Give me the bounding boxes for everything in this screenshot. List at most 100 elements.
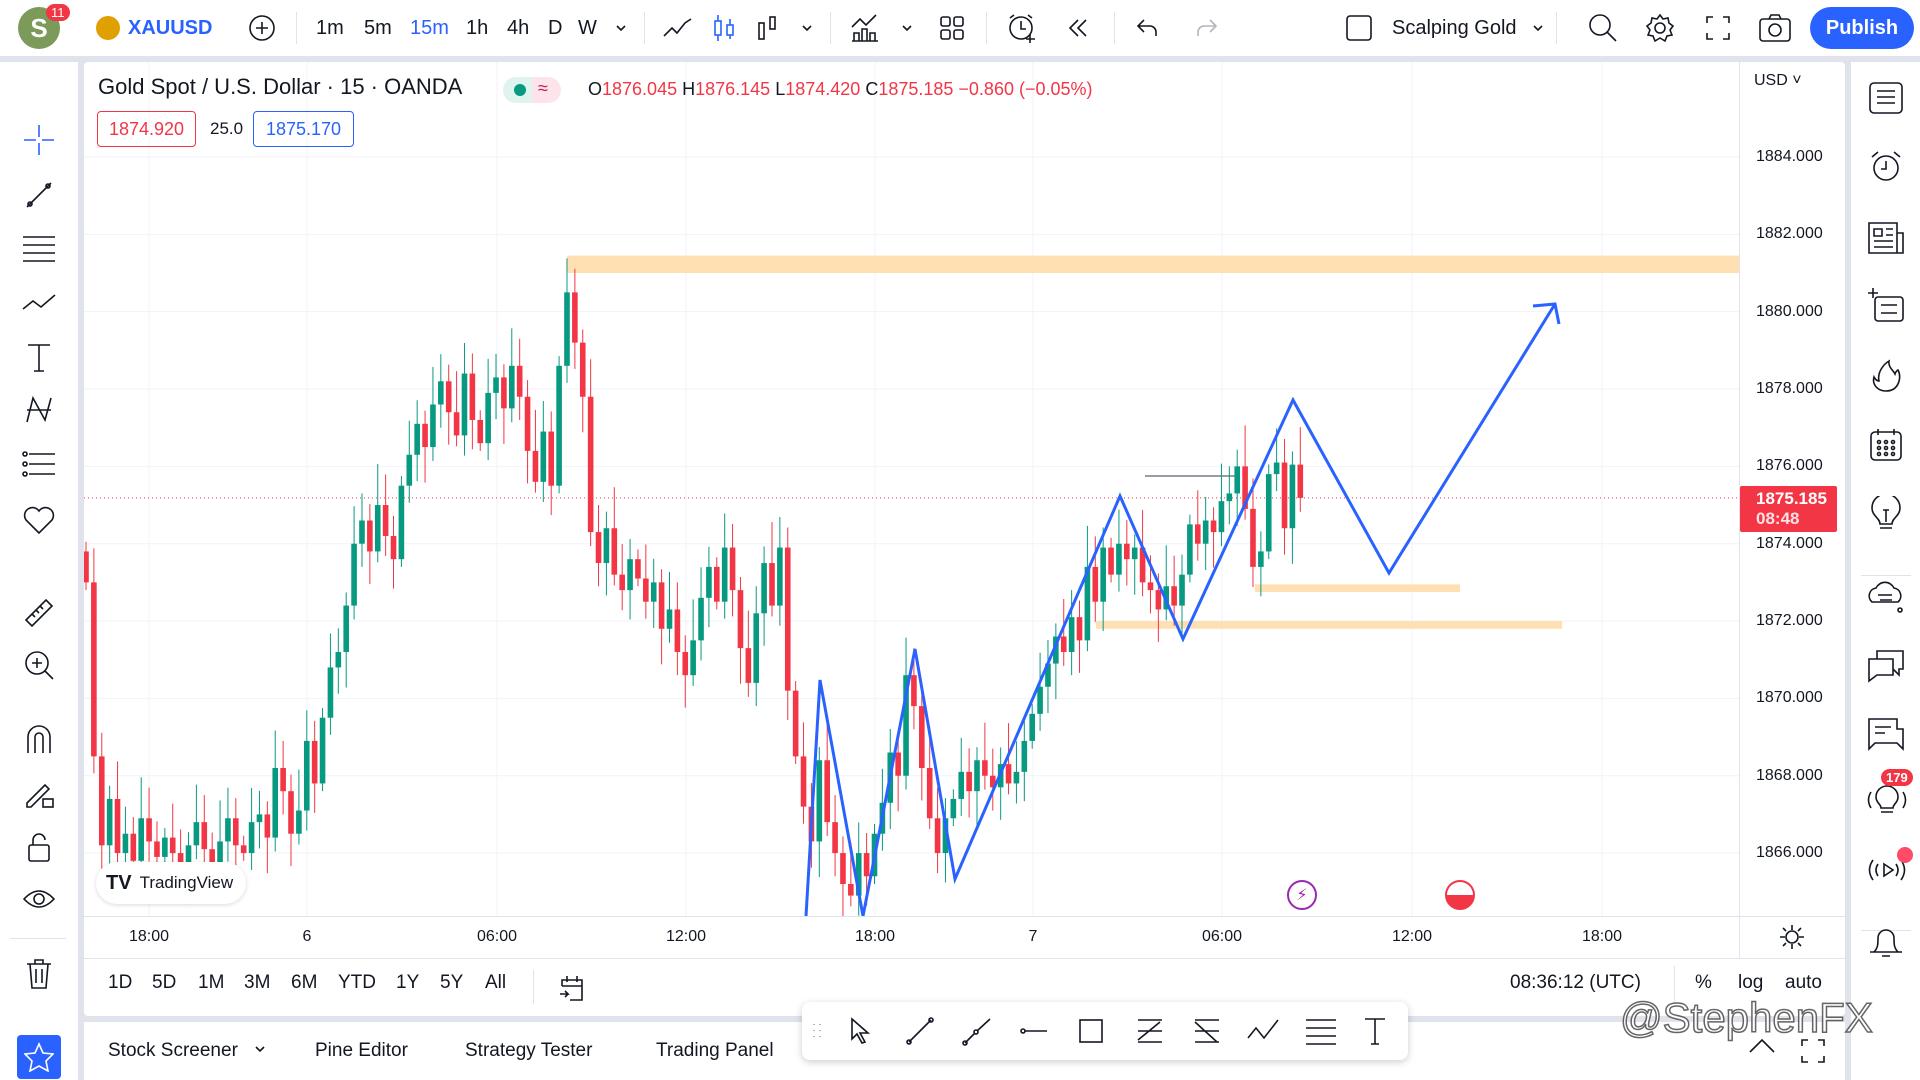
undo-button[interactable] bbox=[1134, 0, 1162, 56]
remove-drawings-tool[interactable] bbox=[20, 955, 58, 993]
range-1y[interactable]: 1Y bbox=[396, 972, 420, 993]
layout-button[interactable] bbox=[938, 0, 966, 56]
interval-dropdown[interactable] bbox=[614, 0, 628, 56]
range-6m[interactable]: 6M bbox=[291, 972, 318, 993]
hotlists-button[interactable] bbox=[1865, 354, 1907, 396]
horizontal-lines-tool[interactable] bbox=[1304, 1016, 1336, 1046]
market-status[interactable]: ≈ bbox=[503, 77, 561, 103]
news-button[interactable] bbox=[1865, 217, 1907, 259]
interval-4h[interactable]: 4h bbox=[507, 0, 529, 56]
sell-button[interactable]: 1874.920 bbox=[97, 111, 196, 147]
prediction-tool[interactable] bbox=[20, 446, 58, 484]
bar-chart-type-button[interactable] bbox=[756, 0, 780, 56]
replay-button[interactable] bbox=[1064, 0, 1092, 56]
calendar-button[interactable] bbox=[1865, 424, 1907, 466]
crosshair-tool[interactable] bbox=[20, 121, 58, 159]
watchlist-star-button[interactable] bbox=[17, 1035, 61, 1079]
redo-button[interactable] bbox=[1192, 0, 1220, 56]
range-1d[interactable]: 1D bbox=[108, 972, 133, 993]
layout-select[interactable]: Scalping Gold bbox=[1344, 0, 1545, 56]
chats-button[interactable] bbox=[1865, 576, 1907, 618]
watchlist-button[interactable] bbox=[1865, 77, 1907, 119]
publish-button[interactable]: Publish bbox=[1810, 0, 1914, 56]
interval-1h[interactable]: 1h bbox=[466, 0, 488, 56]
xabcd-tool[interactable] bbox=[20, 391, 58, 429]
search-button[interactable] bbox=[1588, 0, 1618, 56]
trend-line-tool[interactable] bbox=[905, 1016, 935, 1046]
auto-toggle[interactable]: auto bbox=[1785, 972, 1822, 993]
settings-button[interactable] bbox=[1644, 0, 1676, 56]
patterns-tool[interactable] bbox=[20, 283, 58, 321]
drag-handle[interactable] bbox=[810, 1016, 824, 1046]
cursor-tool[interactable] bbox=[846, 1016, 876, 1046]
price-chart[interactable] bbox=[84, 62, 1845, 958]
public-chats-button[interactable] bbox=[1865, 644, 1907, 686]
alert-button[interactable] bbox=[1006, 0, 1038, 56]
symbol-search[interactable]: XAUUSD bbox=[96, 0, 212, 56]
chart-settings-button[interactable] bbox=[1779, 924, 1805, 955]
horizontal-ray-tool[interactable] bbox=[1019, 1016, 1049, 1046]
fullscreen-button[interactable] bbox=[1704, 0, 1732, 56]
line-chart-button[interactable] bbox=[662, 0, 694, 56]
candle-up bbox=[122, 833, 129, 854]
ray-tool[interactable] bbox=[962, 1016, 992, 1046]
buy-button[interactable]: 1875.170 bbox=[253, 111, 354, 147]
lock-all-tool[interactable] bbox=[20, 828, 58, 866]
candles-button[interactable] bbox=[712, 0, 736, 56]
interval-15m[interactable]: 15m bbox=[410, 0, 449, 56]
utc-clock[interactable]: 08:36:12 (UTC) bbox=[1510, 972, 1641, 993]
snapshot-button[interactable] bbox=[1758, 0, 1792, 56]
range-5y[interactable]: 5Y bbox=[440, 972, 464, 993]
us-flag-event-icon[interactable] bbox=[1445, 880, 1475, 910]
fib-tool[interactable] bbox=[20, 229, 58, 267]
alerts-button[interactable] bbox=[1865, 146, 1907, 188]
user-avatar[interactable]: S 11 bbox=[18, 0, 70, 56]
indicators-button[interactable] bbox=[850, 0, 880, 56]
streams-ideas-button[interactable]: 179 bbox=[1865, 769, 1913, 821]
goto-date-button[interactable] bbox=[558, 974, 586, 1007]
lightning-event-icon[interactable]: ⚡ bbox=[1287, 880, 1317, 910]
interval-d[interactable]: D bbox=[548, 0, 562, 56]
private-chats-button[interactable] bbox=[1865, 712, 1907, 754]
text-tool[interactable] bbox=[20, 338, 58, 376]
hide-drawings-tool[interactable] bbox=[20, 882, 58, 920]
parallel-channel-tool[interactable] bbox=[1132, 1016, 1162, 1046]
candle-up bbox=[303, 740, 310, 811]
range-all[interactable]: All bbox=[485, 972, 507, 993]
rectangle-tool[interactable] bbox=[1076, 1016, 1106, 1046]
candle-down bbox=[382, 505, 389, 536]
percent-toggle[interactable]: % bbox=[1695, 972, 1712, 993]
measure-tool[interactable] bbox=[20, 594, 58, 632]
streams-button[interactable] bbox=[1865, 847, 1913, 891]
range-ytd[interactable]: YTD bbox=[338, 972, 376, 993]
notifications-button[interactable] bbox=[1865, 920, 1907, 962]
interval-1m[interactable]: 1m bbox=[316, 0, 344, 56]
log-toggle[interactable]: log bbox=[1738, 972, 1764, 993]
tab-trading-panel[interactable]: Trading Panel bbox=[656, 1040, 774, 1061]
ideas-button[interactable] bbox=[1865, 493, 1907, 535]
interval-5m[interactable]: 5m bbox=[364, 0, 392, 56]
tradingview-logo[interactable]: TV TradingView bbox=[96, 862, 246, 904]
collapse-panel-button[interactable] bbox=[1748, 1036, 1776, 1061]
tab-stock-screener[interactable]: Stock Screener bbox=[108, 1040, 267, 1062]
interval-w[interactable]: W bbox=[578, 0, 597, 56]
data-window-button[interactable] bbox=[1865, 284, 1907, 326]
favorites-tool[interactable] bbox=[20, 501, 58, 539]
range-3m[interactable]: 3M bbox=[244, 972, 271, 993]
lock-drawing-tool[interactable] bbox=[20, 774, 58, 812]
text-tool[interactable] bbox=[1362, 1016, 1392, 1046]
tab-pine-editor[interactable]: Pine Editor bbox=[315, 1040, 408, 1061]
chart-type-dropdown[interactable] bbox=[800, 0, 814, 56]
zoom-tool[interactable] bbox=[20, 646, 58, 684]
tab-strategy-tester[interactable]: Strategy Tester bbox=[465, 1040, 593, 1061]
path-tool[interactable] bbox=[1246, 1016, 1279, 1046]
trend-line-tool[interactable] bbox=[20, 176, 58, 214]
regression-channel-tool[interactable] bbox=[1189, 1016, 1219, 1046]
range-5d[interactable]: 5D bbox=[152, 972, 177, 993]
range-1m[interactable]: 1M bbox=[198, 972, 225, 993]
currency-select[interactable]: USD ˅ bbox=[1754, 72, 1802, 89]
magnet-tool[interactable] bbox=[20, 720, 58, 758]
maximize-panel-button[interactable] bbox=[1800, 1038, 1826, 1069]
compare-add-button[interactable] bbox=[248, 0, 276, 56]
indicators-dropdown[interactable] bbox=[900, 0, 914, 56]
